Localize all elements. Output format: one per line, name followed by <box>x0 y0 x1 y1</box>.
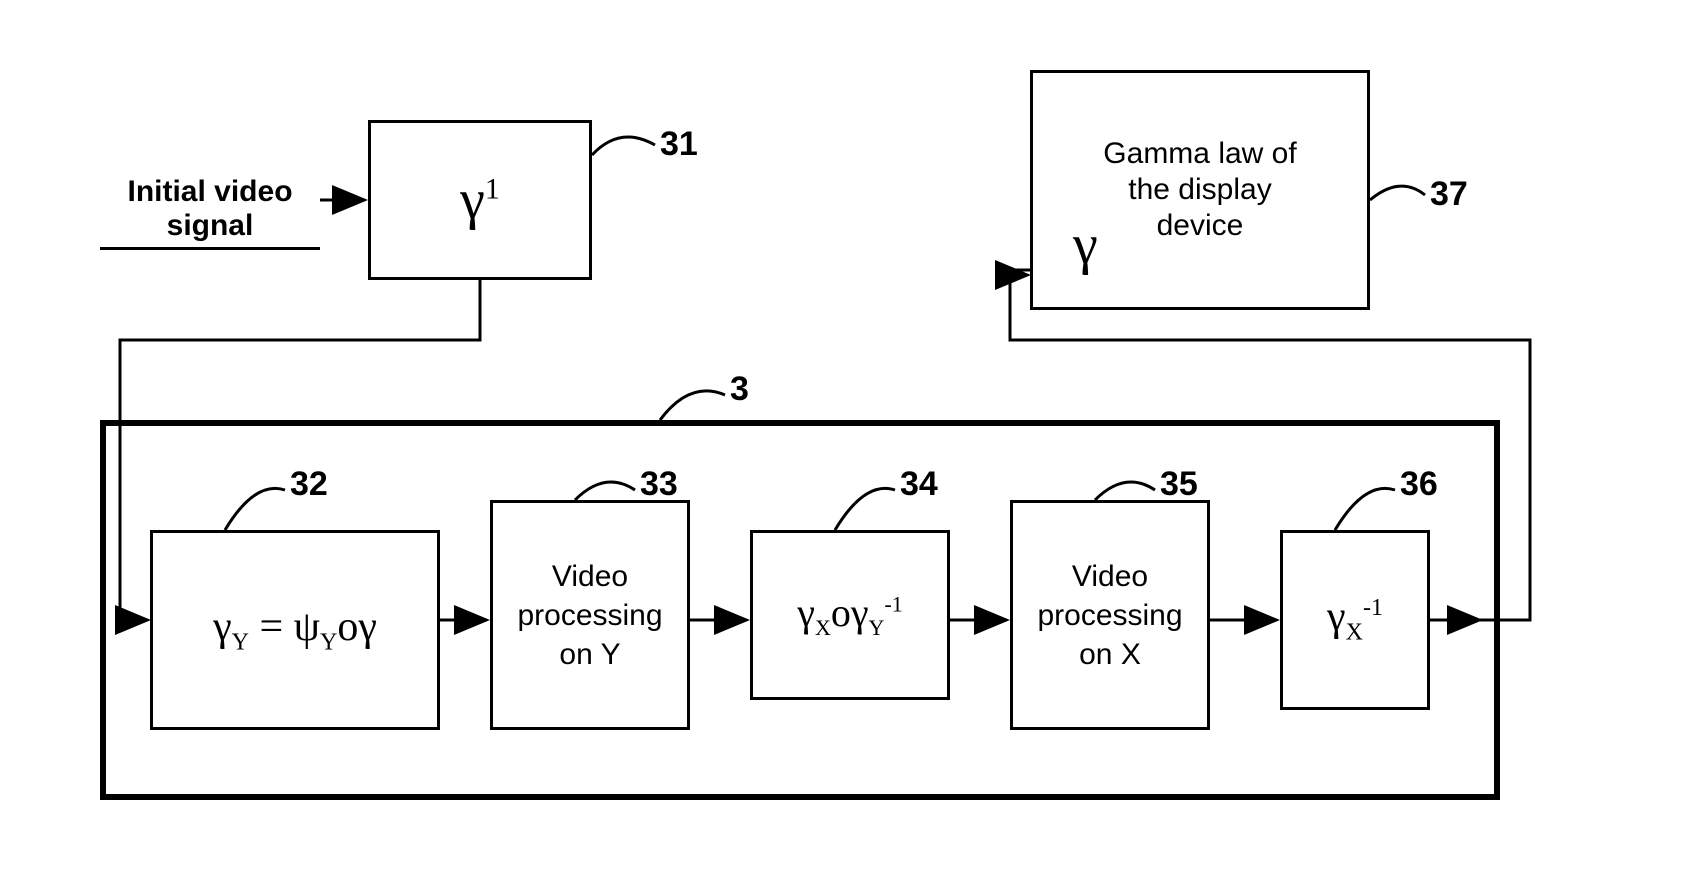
ref-36: 36 <box>1400 465 1438 504</box>
input-label-line2: signal <box>167 209 254 242</box>
box35-line2: processing <box>1037 599 1182 632</box>
box-gamma-y-equals: γY = ψYoγ <box>150 530 440 730</box>
box37-line3: device <box>1157 209 1244 242</box>
ref-3: 3 <box>730 370 749 409</box>
box31-content: γ1 <box>460 168 500 232</box>
box-gamma-x-o-y: γXoγY-1 <box>750 530 950 700</box>
ref-37: 37 <box>1430 175 1468 214</box>
box33-line2: processing <box>517 599 662 632</box>
input-label-line1: Initial video <box>127 175 292 208</box>
box34-content: γXoγY-1 <box>797 589 902 641</box>
ref-35: 35 <box>1160 465 1198 504</box>
box35-line1: Video <box>1072 560 1148 593</box>
box33-line3: on Y <box>559 638 620 671</box>
ref-31: 31 <box>660 125 698 164</box>
box-video-processing-x: Video processing on X <box>1010 500 1210 730</box>
box36-content: γX-1 <box>1327 593 1383 646</box>
box-gamma-1: γ1 <box>368 120 592 280</box>
box35-line3: on X <box>1079 638 1141 671</box>
box-gamma-display: Gamma law of the display device γ <box>1030 70 1370 310</box>
box32-content: γY = ψYoγ <box>213 603 377 656</box>
box33-line1: Video <box>552 560 628 593</box>
box-gamma-x-inverse: γX-1 <box>1280 530 1430 710</box>
box-video-processing-y: Video processing on Y <box>490 500 690 730</box>
ref-34: 34 <box>900 465 938 504</box>
ref-32: 32 <box>290 465 328 504</box>
box37-gamma: γ <box>1073 213 1098 277</box>
box37-line2: the display <box>1128 173 1271 206</box>
box37-line1: Gamma law of <box>1103 137 1296 170</box>
input-label: Initial video signal <box>100 175 320 250</box>
ref-33: 33 <box>640 465 678 504</box>
